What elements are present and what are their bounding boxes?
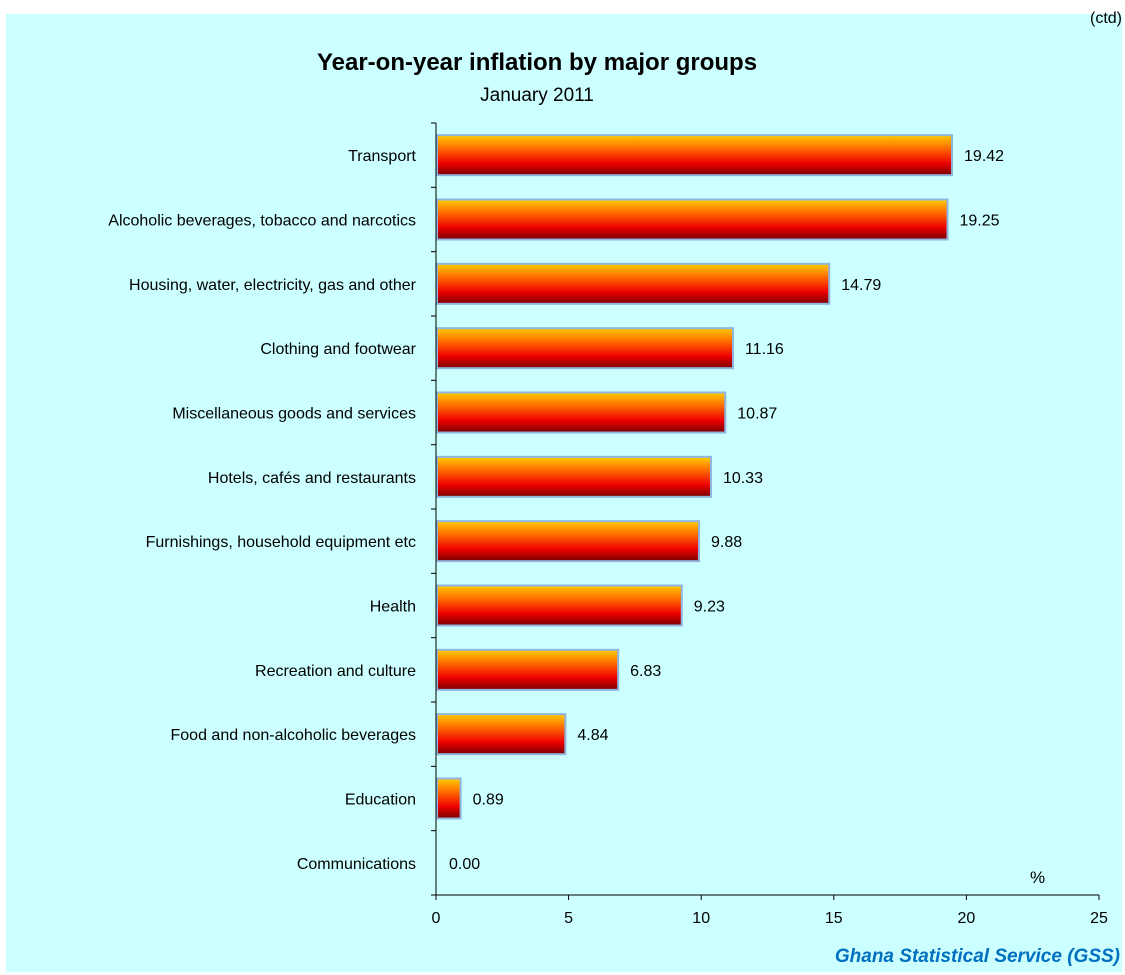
bar-chart: Year-on-year inflation by major groups J… xyxy=(108,49,1108,927)
bars-layer xyxy=(436,134,954,820)
bar xyxy=(436,327,734,370)
data-label: 11.16 xyxy=(745,341,784,358)
data-label: 10.87 xyxy=(737,406,777,423)
data-label: 0.00 xyxy=(449,856,480,873)
data-label: 10.33 xyxy=(723,470,763,487)
category-label: Education xyxy=(345,792,416,809)
data-label: 4.84 xyxy=(577,727,608,744)
data-label: 9.23 xyxy=(694,599,725,616)
data-label: 14.79 xyxy=(841,277,881,294)
continued-note: (ctd) xyxy=(1090,10,1122,27)
category-label: Hotels, cafés and restaurants xyxy=(208,470,416,487)
bar xyxy=(436,262,831,305)
data-label: 19.42 xyxy=(964,148,1004,165)
bar xyxy=(436,134,954,177)
bar xyxy=(436,391,727,434)
data-label: 6.83 xyxy=(630,663,661,680)
data-label: 19.25 xyxy=(960,213,1000,230)
category-label: Communications xyxy=(297,856,416,873)
axes: Transport 19.42 Alcoholic beverages, tobac… xyxy=(108,122,1108,927)
x-tick-label: 0 xyxy=(432,910,441,927)
category-label: Health xyxy=(370,599,416,616)
plot-area xyxy=(436,123,1099,895)
x-tick-label: 25 xyxy=(1090,910,1108,927)
category-label: Furnishings, household equipment etc xyxy=(146,534,416,551)
x-tick-label: 15 xyxy=(825,910,843,927)
data-label: 0.89 xyxy=(473,792,504,809)
chart-frame: (ctd) Year-on-year inflation by major gr… xyxy=(6,10,1122,972)
x-tick-label: 10 xyxy=(692,910,710,927)
bar xyxy=(436,198,949,241)
x-axis-unit-label: % xyxy=(1030,868,1045,887)
chart-title: Year-on-year inflation by major groups xyxy=(317,49,757,76)
bar xyxy=(436,455,712,498)
category-label: Housing, water, electricity, gas and oth… xyxy=(129,277,417,294)
x-tick-label: 20 xyxy=(958,910,976,927)
bar xyxy=(436,584,683,627)
category-label: Clothing and footwear xyxy=(260,341,416,358)
category-label: Transport xyxy=(348,148,416,165)
chart-subtitle: January 2011 xyxy=(480,85,594,106)
category-label: Miscellaneous goods and services xyxy=(172,406,416,423)
category-label: Alcoholic beverages, tobacco and narcoti… xyxy=(108,213,416,230)
bar xyxy=(436,648,620,691)
x-tick-label: 5 xyxy=(564,910,573,927)
category-label: Recreation and culture xyxy=(255,663,416,680)
bar xyxy=(436,520,701,563)
bar xyxy=(436,713,567,756)
source-credit: Ghana Statistical Service (GSS) xyxy=(834,946,1120,967)
category-label: Food and non-alcoholic beverages xyxy=(171,727,417,744)
data-label: 9.88 xyxy=(711,534,742,551)
bar xyxy=(436,777,462,820)
